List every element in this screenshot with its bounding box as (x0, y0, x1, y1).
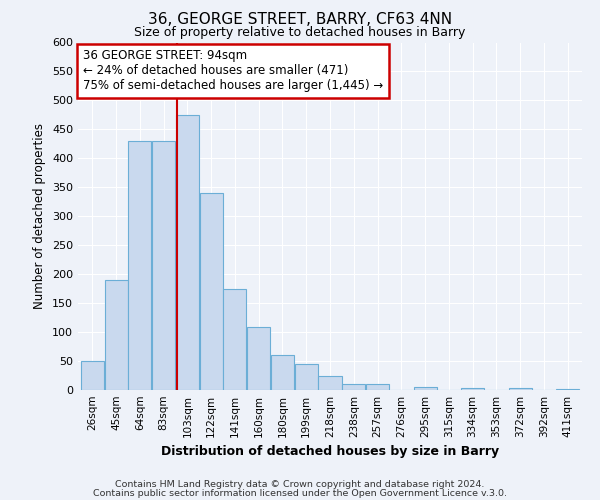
Text: 36, GEORGE STREET, BARRY, CF63 4NN: 36, GEORGE STREET, BARRY, CF63 4NN (148, 12, 452, 28)
Bar (128, 141, 151, 390)
X-axis label: Distribution of detached houses by size in Barry: Distribution of detached houses by size … (161, 446, 499, 458)
Text: Contains HM Land Registry data © Crown copyright and database right 2024.: Contains HM Land Registry data © Crown c… (115, 480, 485, 489)
Bar (271, 355, 294, 390)
Bar (461, 388, 484, 390)
Bar (152, 141, 175, 390)
Bar (176, 115, 199, 390)
Bar (556, 389, 579, 390)
Bar (509, 388, 532, 390)
Bar (295, 364, 318, 390)
Bar (319, 376, 341, 390)
Bar (200, 193, 223, 390)
Text: 36 GEORGE STREET: 94sqm
← 24% of detached houses are smaller (471)
75% of semi-d: 36 GEORGE STREET: 94sqm ← 24% of detache… (83, 50, 383, 92)
Bar (342, 384, 365, 390)
Bar (247, 328, 270, 390)
Text: Contains public sector information licensed under the Open Government Licence v.: Contains public sector information licen… (93, 489, 507, 498)
Bar (413, 387, 437, 390)
Text: Size of property relative to detached houses in Barry: Size of property relative to detached ho… (134, 26, 466, 39)
Bar (104, 280, 128, 390)
Bar (366, 384, 389, 390)
Bar (223, 288, 247, 390)
Bar (81, 361, 104, 390)
Y-axis label: Number of detached properties: Number of detached properties (34, 123, 46, 309)
